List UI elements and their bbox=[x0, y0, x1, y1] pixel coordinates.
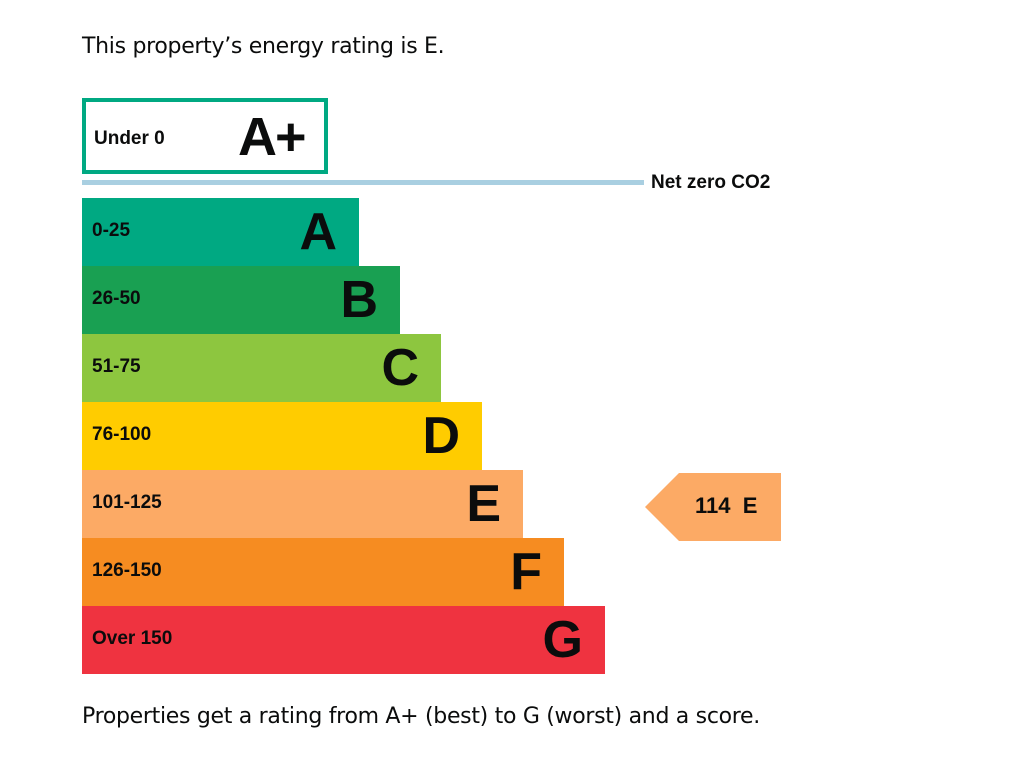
band-a-letter: A bbox=[299, 203, 337, 261]
band-g-range: Over 150 bbox=[92, 628, 173, 649]
band-a-plus-range: Under 0 bbox=[94, 128, 165, 149]
band-a-plus-letter: A+ bbox=[238, 107, 307, 167]
net-zero-line bbox=[82, 180, 644, 185]
current-rating-label: 114 E bbox=[695, 493, 758, 518]
band-a-range: 0-25 bbox=[92, 220, 131, 241]
band-d-range: 76-100 bbox=[92, 424, 152, 445]
band-b: 26-50 B bbox=[82, 266, 400, 334]
band-b-range: 26-50 bbox=[92, 288, 141, 309]
band-f-range: 126-150 bbox=[92, 560, 162, 581]
band-c: 51-75 C bbox=[82, 334, 441, 402]
band-a: 0-25 A bbox=[82, 198, 359, 266]
band-e: 101-125 E bbox=[82, 470, 523, 538]
current-rating-arrow bbox=[645, 473, 781, 541]
band-e-letter: E bbox=[466, 475, 501, 533]
band-c-letter: C bbox=[381, 339, 419, 397]
band-b-letter: B bbox=[340, 271, 378, 329]
rating-intro-text: This property’s energy rating is E. bbox=[82, 34, 445, 59]
band-f: 126-150 F bbox=[82, 538, 564, 606]
band-e-range: 101-125 bbox=[92, 492, 162, 513]
band-d-letter: D bbox=[422, 407, 460, 465]
rating-explanation-text: Properties get a rating from A+ (best) t… bbox=[82, 704, 760, 729]
band-c-range: 51-75 bbox=[92, 356, 141, 377]
band-d: 76-100 D bbox=[82, 402, 482, 470]
band-a-plus: Under 0 A+ bbox=[82, 98, 328, 174]
band-f-letter: F bbox=[510, 543, 542, 601]
current-rating-marker: 114 E bbox=[645, 473, 781, 541]
net-zero-label: Net zero CO2 bbox=[651, 172, 771, 193]
band-g-letter: G bbox=[542, 611, 583, 669]
band-g: Over 150 G bbox=[82, 606, 605, 674]
